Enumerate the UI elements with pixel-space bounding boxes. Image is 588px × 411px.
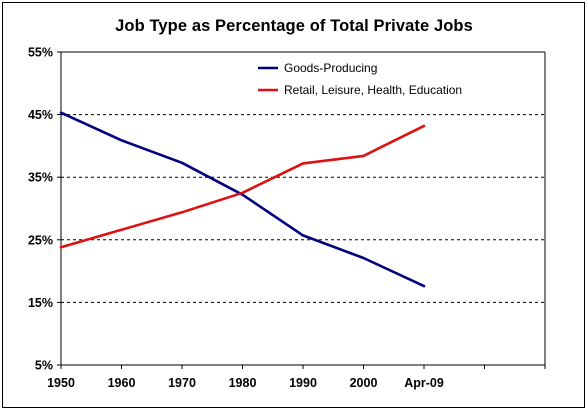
- series-line-0: [59, 111, 426, 288]
- series-line-1: [59, 124, 426, 249]
- y-tick-label: 55%: [28, 46, 53, 60]
- grid-lines: [61, 114, 545, 303]
- y-tick-label: 15%: [28, 296, 53, 310]
- x-tick-label: Apr-09: [404, 376, 444, 390]
- x-tick-label: 1970: [168, 376, 196, 390]
- chart-title: Job Type as Percentage of Total Private …: [115, 17, 473, 35]
- legend-label-1: Retail, Leisure, Health, Education: [284, 83, 462, 97]
- y-tick-label: 35%: [28, 171, 53, 185]
- x-tick-label: 1960: [108, 376, 136, 390]
- x-tick-label: 2000: [350, 376, 378, 390]
- y-tick-label: 45%: [28, 108, 53, 122]
- x-tick-label: 1980: [229, 376, 257, 390]
- legend-label-0: Goods-Producing: [284, 61, 377, 75]
- chart-frame: [2, 2, 585, 408]
- legend: Goods-Producing Retail, Leisure, Health, …: [258, 61, 462, 97]
- y-tick-labels: 5% 15% 25% 35% 45% 55%: [28, 46, 53, 373]
- y-tick-label: 25%: [28, 233, 53, 247]
- series-lines: [59, 111, 426, 288]
- x-tick-labels: 1950 1960 1970 1980 1990 2000 Apr-09: [47, 376, 444, 390]
- x-tick-label: 1990: [289, 376, 317, 390]
- x-tick-label: 1950: [47, 376, 75, 390]
- y-tick-label: 5%: [35, 359, 53, 373]
- axes: [57, 51, 546, 369]
